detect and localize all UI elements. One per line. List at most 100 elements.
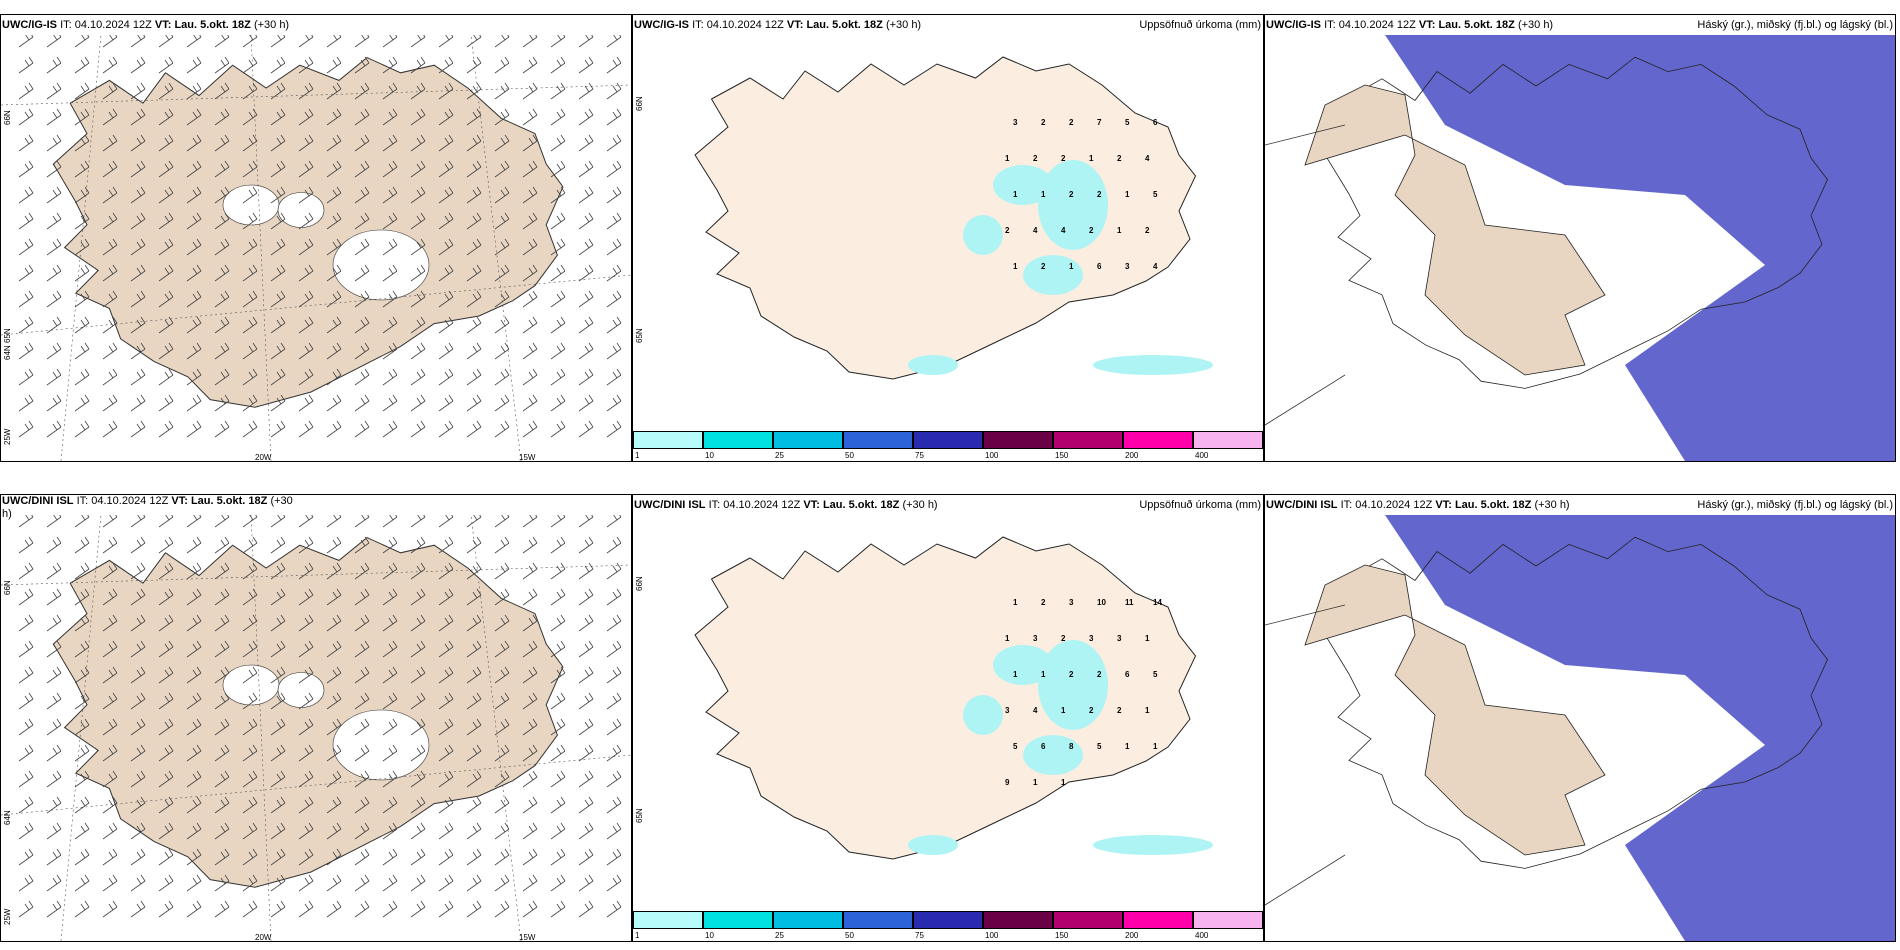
precip-value-label: 2 — [1041, 118, 1046, 127]
wind-barb — [522, 420, 538, 438]
wind-barb — [522, 515, 538, 528]
wind-barb — [130, 264, 146, 282]
colorbar: 1 10 25 50 75 100 150 200 400 — [633, 431, 1263, 461]
wind-barb — [410, 290, 426, 308]
wind-barb — [130, 212, 146, 230]
wind-barb — [242, 56, 258, 74]
wind-barb — [522, 186, 538, 204]
wind-barb — [18, 238, 34, 256]
wind-barb — [18, 692, 34, 710]
wind-barb — [298, 744, 314, 762]
wind-barb — [382, 316, 398, 334]
precip-value-label: 2 — [1069, 190, 1074, 199]
wind-barb — [74, 342, 90, 360]
wind-barb — [242, 82, 258, 100]
precip-value-label: 1 — [1041, 670, 1046, 679]
wind-barb — [382, 900, 398, 918]
precip-value-label: 3 — [1117, 634, 1122, 643]
wind-barb — [382, 290, 398, 308]
wind-barb — [326, 82, 342, 100]
wind-barb — [242, 186, 258, 204]
wind-barb — [214, 588, 230, 606]
wind-barb — [18, 666, 34, 684]
wind-barb — [606, 536, 622, 554]
wind-barb — [46, 536, 62, 554]
wind-barb — [326, 515, 342, 528]
wind-barb — [382, 562, 398, 580]
wind-barb — [130, 822, 146, 840]
wind-barb — [410, 692, 426, 710]
colorbar-tick-label: 400 — [1195, 931, 1209, 940]
wind-barb — [18, 900, 34, 918]
wind-barb — [354, 212, 370, 230]
wind-barb — [382, 368, 398, 386]
wind-barb — [326, 108, 342, 126]
colorbar-tick-label: 200 — [1125, 451, 1139, 460]
wind-barb — [158, 238, 174, 256]
wind-barb — [354, 692, 370, 710]
wind-barb — [438, 718, 454, 736]
wind-barb — [382, 264, 398, 282]
wind-barb — [326, 848, 342, 866]
wind-barb — [354, 666, 370, 684]
wind-barb — [438, 56, 454, 74]
wind-barb — [46, 394, 62, 412]
wind-barb — [242, 515, 258, 528]
wind-barb — [550, 160, 566, 178]
wind-barb — [438, 562, 454, 580]
wind-barb — [214, 56, 230, 74]
wind-barb — [130, 900, 146, 918]
wind-barb — [494, 614, 510, 632]
precip-value-label: 2 — [1041, 598, 1046, 607]
wind-barb — [18, 848, 34, 866]
wind-barb — [606, 874, 622, 892]
wind-barb — [606, 588, 622, 606]
wind-barb — [214, 640, 230, 658]
wind-barb — [186, 562, 202, 580]
glacier — [332, 229, 430, 301]
colorbar-swatch — [1193, 911, 1263, 929]
wind-barb — [242, 108, 258, 126]
wind-barb — [354, 515, 370, 528]
wind-barb — [74, 614, 90, 632]
wind-barb — [242, 614, 258, 632]
wind-barb — [130, 316, 146, 334]
wind-barb — [354, 238, 370, 256]
lat-label-66n: 66N — [3, 580, 12, 595]
colorbar-tick-label: 200 — [1125, 931, 1139, 940]
wind-barb — [466, 56, 482, 74]
wind-barb — [242, 134, 258, 152]
wind-barb — [494, 316, 510, 334]
precip-map: 1 2 3 10 11 141 3 2 3 3 11 1 2 2 6 53 4 1 2 2 15 6 8 5 1 19 1 1 — [694, 536, 1213, 860]
wind-barb — [550, 744, 566, 762]
wind-barb — [494, 160, 510, 178]
wind-barb — [438, 614, 454, 632]
wind-barb — [550, 316, 566, 334]
wind-barb — [410, 82, 426, 100]
wind-barb — [158, 394, 174, 412]
wind-barb — [18, 82, 34, 100]
wind-barb — [102, 290, 118, 308]
wind-barb — [326, 368, 342, 386]
wind-barb — [522, 588, 538, 606]
wind-barb — [102, 614, 118, 632]
wind-barb — [578, 264, 594, 282]
wind-barb — [46, 848, 62, 866]
wind-barb — [74, 82, 90, 100]
wind-barb — [130, 108, 146, 126]
wind-barb — [74, 212, 90, 230]
wind-barb — [466, 368, 482, 386]
wind-barb — [438, 212, 454, 230]
wind-barb — [578, 342, 594, 360]
wind-barb — [158, 368, 174, 386]
wind-barb — [410, 134, 426, 152]
wind-barb — [410, 770, 426, 788]
wind-barb — [298, 515, 314, 528]
wind-barb — [74, 420, 90, 438]
wind-barb — [270, 900, 286, 918]
lat-label-65n: 65N — [635, 808, 644, 823]
wind-barb — [158, 56, 174, 74]
wind-barb — [606, 264, 622, 282]
wind-barb — [578, 316, 594, 334]
wind-barb — [270, 874, 286, 892]
